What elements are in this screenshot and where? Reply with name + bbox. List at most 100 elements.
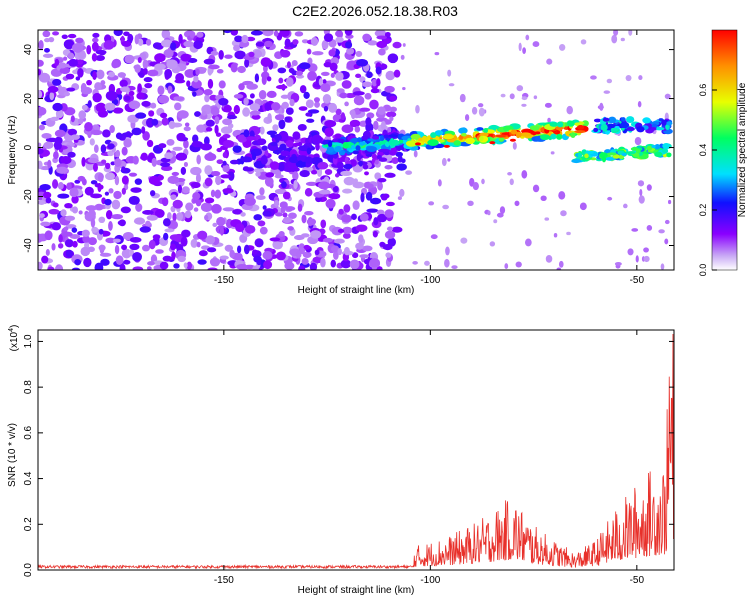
heatmap-cell [364,171,369,176]
heatmap-cell [525,238,532,247]
heatmap-cell [75,37,84,44]
heatmap-cell [104,191,110,196]
heatmap-cell [558,191,566,200]
heatmap-cell [358,141,366,146]
heatmap-cell [193,75,199,83]
heatmap-cell [38,142,42,148]
heatmap-cell [124,95,131,101]
heatmap-cell [328,49,336,57]
y-tick-label: 40 [23,44,34,56]
heatmap-cell [210,170,221,177]
heatmap-cell [396,163,407,171]
heatmap-cell [274,114,285,121]
heatmap-cell [355,73,362,79]
heatmap-cell [81,229,90,237]
heatmap-cell [142,210,154,215]
heatmap-cell [375,66,382,75]
heatmap-cell [251,114,261,120]
heatmap-cell [255,41,265,47]
heatmap-cell [662,143,671,149]
heatmap-cell [160,39,173,48]
heatmap-cell [352,164,363,173]
heatmap-cell [196,124,206,133]
heatmap-cell [661,119,667,126]
heatmap-cell [98,184,104,190]
heatmap-cell [81,104,88,111]
heatmap-cell [149,190,156,197]
heatmap-cell [210,50,219,56]
heatmap-cell [341,124,354,134]
y-tick-label: 20 [23,93,34,105]
heatmap-cell [100,258,110,266]
heatmap-cell [183,139,189,149]
heatmap-cell [110,161,116,166]
heatmap-cell [147,69,159,77]
heatmap-cell [71,227,78,233]
heatmap-cell [509,178,514,186]
snr-y-scale: (x104) [8,325,20,352]
heatmap-cell [642,117,651,124]
heatmap-cell [210,189,216,198]
heatmap-cell [74,258,82,266]
heatmap-cell [302,251,312,258]
heatmap-cell [128,195,140,205]
heatmap-cell [175,72,185,83]
heatmap-cell [620,117,626,122]
heatmap-cell [306,147,312,155]
heatmap-cell [343,246,350,256]
snr-y-label: SNR (10 * v/v) [7,423,18,487]
heatmap-cell [344,101,349,107]
heatmap-cell [612,154,620,159]
heatmap-cell [479,135,484,142]
heatmap-cell [190,181,201,189]
heatmap-cell [253,168,265,173]
heatmap-cell [245,136,257,141]
heatmap-cell [291,60,298,67]
heatmap-cell [350,109,356,120]
heatmap-cell [352,252,359,259]
heatmap-cell [666,121,673,126]
heatmap-cell [342,226,353,235]
heatmap-cell [335,71,344,81]
heatmap-cell [176,110,189,119]
heatmap-cell [613,30,619,36]
heatmap-cell [356,137,362,143]
heatmap-cell [97,172,104,183]
heatmap-cell [602,117,610,122]
heatmap-cell [321,71,330,76]
heatmap-cell [111,60,119,69]
heatmap-cell [195,68,200,76]
y-tick-label: -20 [23,189,34,204]
heatmap-cell [342,188,353,194]
heatmap-cell [352,200,360,210]
heatmap-cell [212,222,218,228]
heatmap-cell [148,110,155,117]
heatmap-cell [405,170,413,175]
heatmap-cell [434,130,444,136]
heatmap-cell [183,161,188,167]
heatmap-cell [160,162,171,168]
heatmap-cell [362,164,369,170]
heatmap-cell [278,230,285,237]
heatmap-cell [510,129,518,135]
heatmap-cell [134,178,143,185]
heatmap-cell [132,251,142,262]
heatmap-cell [209,257,221,267]
heatmap-cell [385,70,396,81]
heatmap-cell [458,127,468,134]
heatmap-cell [348,149,355,153]
heatmap-cell [128,90,135,96]
heatmap-cell [42,53,54,58]
heatmap-cell [215,132,222,137]
heatmap-cell [614,261,622,266]
heatmap-cell [115,132,123,140]
heatmap-cell [90,129,103,136]
heatmap-cell [279,201,288,209]
heatmap-cell [376,35,388,40]
heatmap-cell [495,134,506,138]
heatmap-cell [137,38,144,46]
heatmap-cell [51,222,62,231]
heatmap-cell [216,68,224,74]
heatmap-cell [571,159,582,164]
heatmap-cell [151,118,159,126]
